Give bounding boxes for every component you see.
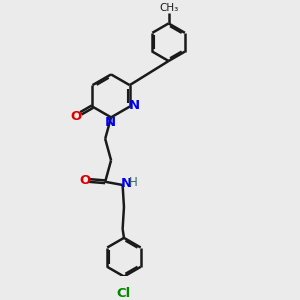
Text: Cl: Cl [117, 287, 131, 300]
Text: N: N [121, 177, 132, 190]
Text: CH₃: CH₃ [159, 3, 178, 13]
Text: N: N [129, 99, 140, 112]
Text: H: H [129, 176, 138, 189]
Text: O: O [79, 174, 90, 187]
Text: O: O [70, 110, 82, 122]
Text: N: N [105, 116, 116, 129]
